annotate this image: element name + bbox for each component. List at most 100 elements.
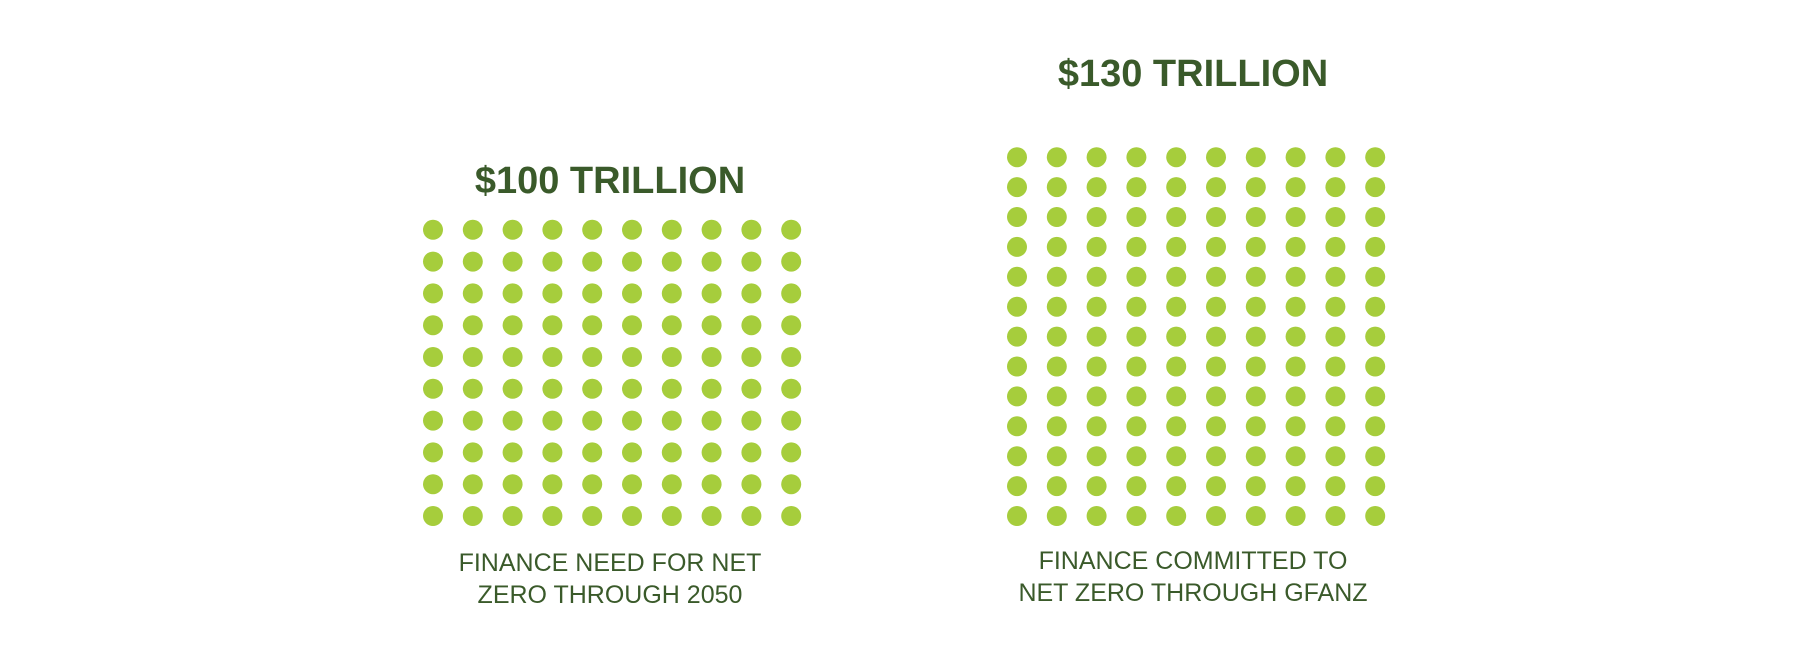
panel-finance-need: $100 TRILLION FINANCE NEED FOR NET ZERO …	[423, 160, 802, 609]
value-dot	[701, 378, 722, 399]
value-dot	[1046, 207, 1067, 227]
value-dot	[1325, 506, 1346, 526]
value-dot	[1046, 356, 1067, 377]
value-dot	[1206, 506, 1226, 526]
value-dot	[661, 347, 682, 367]
value-dot	[661, 442, 682, 463]
value-dot	[701, 315, 722, 336]
value-dot	[582, 474, 603, 495]
value-dot	[622, 315, 642, 336]
value-dot	[582, 315, 603, 336]
value-dot	[582, 251, 603, 272]
value-dot	[1365, 236, 1386, 257]
value-dot	[1126, 177, 1147, 198]
value-dot	[1166, 416, 1187, 437]
value-dot	[1365, 506, 1386, 526]
value-dot	[661, 315, 682, 336]
value-dot	[1245, 326, 1266, 347]
panel-caption-line-1: FINANCE COMMITTED TO	[1039, 547, 1348, 575]
value-dot	[1086, 446, 1107, 467]
value-dot	[502, 315, 523, 336]
value-dot	[1245, 177, 1266, 198]
value-dot	[1206, 356, 1226, 377]
value-dot	[1245, 296, 1266, 317]
value-dot	[462, 442, 483, 463]
value-dot	[701, 251, 722, 272]
value-dot	[542, 474, 563, 495]
value-dot	[1206, 296, 1226, 317]
value-dot	[1365, 416, 1386, 437]
value-dot	[1365, 177, 1386, 198]
value-dot	[1166, 207, 1187, 227]
value-dot	[1166, 476, 1187, 497]
value-dot	[582, 410, 603, 431]
value-dot	[1046, 296, 1067, 317]
value-dot	[1245, 506, 1266, 526]
value-dot	[622, 410, 642, 431]
value-dot	[1285, 266, 1306, 287]
value-dot	[542, 347, 563, 367]
value-dot	[1245, 416, 1266, 437]
value-dot	[1086, 416, 1107, 437]
value-dot	[423, 347, 443, 367]
value-dot	[622, 442, 642, 463]
value-dot	[701, 219, 722, 240]
value-dot	[741, 442, 762, 463]
value-dot	[781, 410, 802, 431]
value-dot	[661, 410, 682, 431]
value-dot	[1046, 506, 1067, 526]
value-dot	[1325, 416, 1346, 437]
value-dot	[1166, 236, 1187, 257]
value-dot	[1285, 476, 1306, 497]
value-dot	[781, 347, 802, 367]
value-dot	[542, 378, 563, 399]
value-dot	[781, 378, 802, 399]
value-dot	[1126, 386, 1147, 407]
value-dot	[741, 347, 762, 367]
value-dot	[1086, 386, 1107, 407]
value-dot	[1365, 386, 1386, 407]
value-dot	[542, 315, 563, 336]
value-dot	[1285, 386, 1306, 407]
value-dot	[781, 474, 802, 495]
value-dot	[1325, 147, 1346, 168]
value-dot	[1365, 446, 1386, 467]
value-dot	[1285, 416, 1306, 437]
value-dot	[701, 283, 722, 304]
value-dot	[1206, 236, 1226, 257]
value-dot	[1007, 207, 1027, 227]
value-dot	[1325, 266, 1346, 287]
value-dot	[502, 251, 523, 272]
value-dot	[1007, 147, 1027, 168]
value-dot	[502, 378, 523, 399]
value-dot	[1166, 446, 1187, 467]
value-dot	[1166, 266, 1187, 287]
value-dot	[741, 315, 762, 336]
value-dot	[1285, 207, 1306, 227]
value-dot	[1126, 266, 1147, 287]
value-dot	[1245, 147, 1266, 168]
value-dot	[1086, 476, 1107, 497]
value-dot	[741, 410, 762, 431]
value-dot	[1365, 476, 1386, 497]
value-dot	[1166, 386, 1187, 407]
panel-caption-line-2: ZERO THROUGH 2050	[478, 581, 743, 609]
value-dot	[1007, 386, 1027, 407]
value-dot	[542, 442, 563, 463]
value-dot	[502, 347, 523, 367]
value-dot	[622, 283, 642, 304]
value-dot	[1126, 236, 1147, 257]
panel-title: $100 TRILLION	[475, 160, 745, 202]
value-dot	[1245, 207, 1266, 227]
value-dot	[1126, 147, 1147, 168]
value-dot	[1166, 147, 1187, 168]
value-dot	[502, 506, 523, 526]
value-dot	[542, 410, 563, 431]
value-dot	[1086, 177, 1107, 198]
value-dot	[1245, 266, 1266, 287]
value-dot	[661, 378, 682, 399]
value-dot	[622, 251, 642, 272]
value-dot	[1285, 296, 1306, 317]
value-dot	[1007, 356, 1027, 377]
